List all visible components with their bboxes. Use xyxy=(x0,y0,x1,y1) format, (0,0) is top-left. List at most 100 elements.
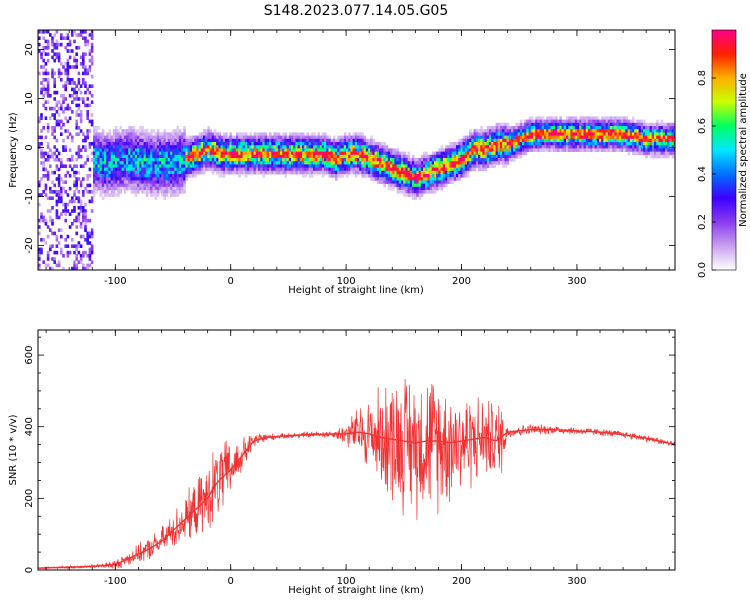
spectrogram-cell xyxy=(594,135,598,140)
spectrogram-cell xyxy=(416,164,419,168)
spectrogram-cell xyxy=(271,151,274,156)
spectrogram-cell xyxy=(387,180,391,184)
spectrogram-cell xyxy=(200,158,204,162)
spectrogram-cell xyxy=(178,180,182,184)
spectrogram-cell xyxy=(46,46,50,50)
spectrogram-cell xyxy=(383,142,386,146)
spectrogram-cell xyxy=(632,129,635,133)
spectrogram-cell xyxy=(665,135,668,140)
spectrogram-cell xyxy=(574,119,578,124)
spectrogram-cell xyxy=(341,161,345,165)
spectrogram-cell xyxy=(93,161,96,165)
spectrogram-cell xyxy=(101,167,105,172)
spectrogram-cell xyxy=(537,138,540,143)
spectrogram-cell xyxy=(295,164,298,168)
spectrogram-cell xyxy=(572,135,576,140)
spectrogram-cell xyxy=(535,122,538,127)
spectrogram-cell xyxy=(541,135,545,140)
spectrogram-cell xyxy=(121,129,125,133)
spectrogram-cell xyxy=(79,180,83,184)
spectrogram-cell xyxy=(106,180,109,184)
spectrogram-cell xyxy=(57,68,61,72)
spectrogram-cell xyxy=(117,193,120,197)
spectrogram-cell xyxy=(526,138,529,143)
spectrogram-cell xyxy=(286,145,290,149)
spectrogram-cell xyxy=(537,142,540,146)
spectrogram-cell xyxy=(266,148,270,152)
spectrogram-cell xyxy=(436,167,439,172)
spectrogram-cell xyxy=(337,158,340,162)
spectrogram-cell xyxy=(561,138,565,143)
spectrogram-cell xyxy=(396,170,400,175)
spectrogram-cell xyxy=(49,244,52,248)
spectrogram-cell xyxy=(249,154,252,159)
spectrogram-cell xyxy=(240,164,243,168)
spectrogram-cell xyxy=(84,148,87,152)
spectrogram-cell xyxy=(517,154,521,159)
spectrogram-cell xyxy=(130,145,133,149)
spectrogram-cell xyxy=(77,177,81,181)
spectrogram-cell xyxy=(79,254,83,258)
spectrogram-cell xyxy=(379,142,382,146)
spectrogram-cell xyxy=(40,148,43,152)
spectrogram-cell xyxy=(491,126,494,130)
spectrogram-cell xyxy=(407,174,411,178)
spectrogram-cell xyxy=(297,154,301,159)
spectrogram-cell xyxy=(71,167,74,172)
spectrogram-cell xyxy=(462,158,466,162)
spectrogram-cell xyxy=(194,135,197,140)
spectrogram-cell xyxy=(352,164,356,168)
spectrogram-cell xyxy=(321,174,325,178)
spectrogram-cell xyxy=(511,126,514,130)
spectrogram-cell xyxy=(55,212,59,216)
spectrogram-cell xyxy=(511,135,514,140)
spectrogram-cell xyxy=(343,142,347,146)
spectrogram-cell xyxy=(660,122,664,127)
spectrogram-cell xyxy=(482,145,485,149)
spectrogram-cell xyxy=(473,132,477,136)
spectrogram-cell xyxy=(150,148,153,152)
spectrogram-cell xyxy=(233,158,237,162)
spectrogram-cell xyxy=(251,164,254,168)
spectrogram-cell xyxy=(284,151,287,156)
spectrogram-cell xyxy=(601,138,604,143)
spectrogram-cell xyxy=(431,154,435,159)
spectrogram-cell xyxy=(181,186,184,191)
spectrogram-cell xyxy=(46,84,50,88)
spectrogram-cell xyxy=(71,138,74,143)
spectrogram-cell xyxy=(75,119,78,124)
spectrogram-cell xyxy=(667,148,670,152)
spectrogram-cell xyxy=(38,135,41,140)
spectrogram-cell xyxy=(313,151,316,156)
spectrogram-cell xyxy=(152,190,155,194)
spectrogram-cell xyxy=(385,154,389,159)
spectrogram-cell xyxy=(559,126,562,130)
spectrogram-cell xyxy=(434,174,437,178)
spectrogram-cell xyxy=(293,158,296,162)
spectrogram-cell xyxy=(88,52,92,56)
spectrogram-cell xyxy=(390,148,393,152)
spectrogram-cell xyxy=(533,138,536,143)
spectrogram-cell xyxy=(167,154,171,159)
spectrogram-cell xyxy=(284,154,287,159)
spectrogram-cell xyxy=(143,135,147,140)
spectrogram-cell xyxy=(273,135,276,140)
spectrogram-cell xyxy=(299,135,303,140)
spectrogram-cell xyxy=(154,161,158,165)
spectrogram-cell xyxy=(563,132,567,136)
spectrogram-cell xyxy=(638,132,642,136)
spectrogram-cell xyxy=(38,257,41,261)
spectrogram-cell xyxy=(93,129,96,133)
spectrogram-cell xyxy=(585,119,589,124)
spectrogram-cell xyxy=(370,170,373,175)
spectrogram-cell xyxy=(99,142,103,146)
spectrogram-cell xyxy=(104,148,107,152)
spectrogram-cell xyxy=(497,122,501,127)
spectrogram-cell xyxy=(409,177,413,181)
spectrogram-cell xyxy=(130,161,133,165)
spectrogram-cell xyxy=(106,193,109,197)
spectrogram-cell xyxy=(414,161,417,165)
spectrogram-cell xyxy=(451,164,455,168)
spectrogram-cell xyxy=(535,138,538,143)
spectrogram-cell xyxy=(66,58,70,63)
